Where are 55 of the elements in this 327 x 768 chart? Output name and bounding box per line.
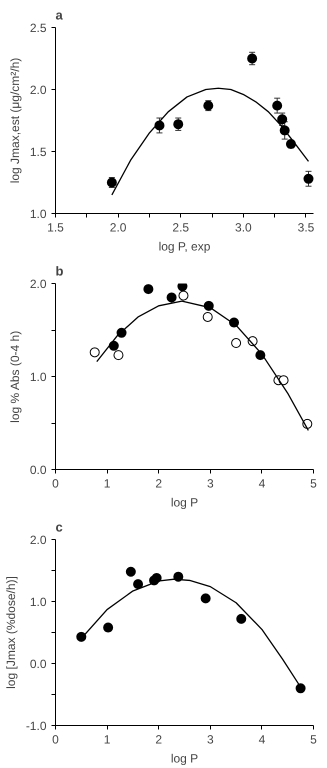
point	[113, 350, 124, 360]
x-tick-label: 0	[52, 732, 60, 746]
x-axis-title: log P, exp	[158, 240, 211, 254]
x-tick-label: 5	[310, 476, 318, 490]
y-tick-label: 1.0	[30, 370, 47, 384]
point	[231, 338, 242, 348]
point	[126, 566, 136, 577]
x-tick-label: 1	[104, 732, 111, 746]
x-axis-title: log P	[170, 496, 198, 510]
y-tick-label: -1.0	[26, 719, 47, 733]
chart-title: b	[56, 264, 64, 278]
x-tick-label: 1.5	[47, 220, 64, 234]
point	[177, 284, 188, 292]
x-tick-label: 5	[310, 732, 318, 746]
line-series	[111, 88, 310, 196]
point	[133, 579, 144, 590]
point	[90, 347, 100, 358]
point	[202, 312, 213, 322]
chart-title: c	[56, 520, 63, 534]
y-tick-label: 0.0	[30, 463, 47, 477]
x-tick-label: 4	[258, 732, 266, 746]
x-tick-label: 2	[155, 476, 162, 490]
y-axis-title: log % Abs (0-4 h)	[8, 330, 22, 423]
point	[200, 593, 211, 604]
y-tick-label: 1.0	[30, 595, 47, 609]
x-tick-label: 2	[155, 732, 162, 746]
point	[143, 284, 154, 294]
point	[296, 683, 306, 694]
point	[236, 614, 246, 624]
chart-title: a	[56, 8, 64, 22]
x-tick-label: 3	[206, 732, 214, 746]
x-tick-label: 1	[104, 476, 111, 490]
y-tick-label: 1.0	[30, 207, 47, 221]
x-tick-label: 4	[258, 476, 266, 490]
y-tick-label: 2.0	[30, 277, 47, 291]
point	[303, 174, 314, 184]
point	[272, 100, 282, 111]
x-tick-label: 2.0	[110, 220, 127, 234]
point	[166, 292, 177, 302]
y-tick-label: 0.0	[30, 657, 47, 671]
point	[76, 632, 86, 642]
point	[178, 290, 188, 301]
y-tick-label: 2.5	[30, 21, 47, 35]
x-tick-label: 3.5	[298, 220, 315, 234]
x-tick-label: 3.0	[235, 220, 252, 234]
x-axis-title: log P	[170, 752, 198, 766]
x-tick-label: 2.5	[172, 220, 190, 234]
x-tick-label: 0	[52, 476, 60, 490]
y-tick-label: 2.0	[30, 533, 47, 547]
y-tick-label: 2.0	[30, 83, 47, 97]
x-tick-label: 3	[206, 476, 214, 490]
y-tick-label: 1.5	[30, 145, 47, 159]
y-axis-title: log Jmax,est (μg/cm²/h)	[8, 58, 22, 184]
point	[103, 622, 114, 633]
y-axis-title: log [Jmax (%dose/h)]	[4, 576, 18, 689]
